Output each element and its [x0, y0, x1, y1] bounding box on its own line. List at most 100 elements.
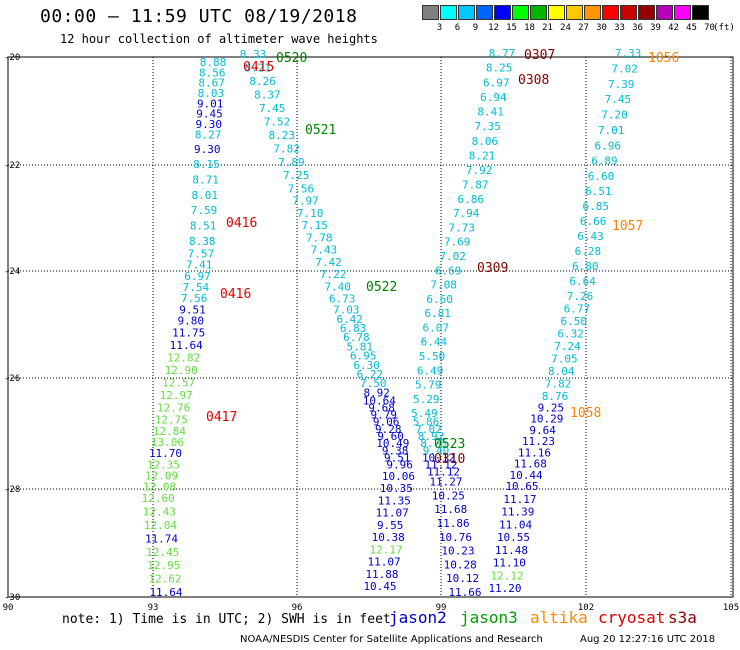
swh-reading: 10.35: [380, 482, 413, 495]
swh-reading: 11.68: [514, 458, 547, 471]
swh-reading: 7.52: [264, 115, 291, 128]
swh-reading: 7.24: [554, 340, 581, 353]
swh-reading: 7.01: [598, 124, 625, 137]
swh-reading: 11.16: [518, 446, 551, 459]
swh-reading: 7.78: [306, 231, 333, 244]
swh-reading: 8.04: [548, 365, 575, 378]
swh-reading: 6.50: [561, 315, 588, 328]
swh-reading: 7.26: [567, 290, 594, 303]
swh-reading: 9.38: [382, 444, 409, 457]
legend-swatch: [494, 5, 511, 20]
swh-reading: 11.07: [368, 556, 401, 569]
swh-reading: 6.97: [483, 76, 510, 89]
satellite-legend-item: jason3: [460, 608, 518, 627]
swh-reading: 7.56: [288, 182, 315, 195]
swh-reading: 8.03: [198, 87, 225, 100]
swh-reading: 7.10: [297, 207, 324, 220]
plot-frame: [7, 56, 734, 598]
swh-reading: 8.56: [199, 66, 226, 79]
legend-swatch: [422, 5, 439, 20]
swh-reading: 10.12: [422, 451, 455, 464]
swh-reading: 8.33: [240, 48, 267, 61]
swh-reading: 6.28: [575, 245, 602, 258]
time-label: 0309: [477, 261, 508, 276]
swh-reading: 12.45: [146, 546, 179, 559]
swh-reading: 9.01: [197, 97, 224, 110]
swh-reading: 10.49: [376, 437, 409, 450]
legend-swatch: [548, 5, 565, 20]
swh-reading: 12.75: [155, 414, 188, 427]
lon-tick-label: 99: [436, 603, 447, 613]
swh-reading: 7.97: [292, 195, 319, 208]
swh-reading: 12.84: [153, 425, 186, 438]
footer-timestamp: Aug 20 12:27:16 UTC 2018: [580, 634, 716, 645]
swh-reading: 9.80: [178, 314, 205, 327]
swh-reading: 9.51: [179, 303, 206, 316]
swh-reading: 11.12: [427, 466, 460, 479]
swh-reading: 12.60: [142, 492, 175, 505]
swh-reading: 12.35: [147, 458, 180, 471]
swh-reading: 8.77: [489, 47, 516, 60]
swh-reading: 7.40: [324, 280, 351, 293]
swh-reading: 7.02: [415, 423, 442, 436]
time-label: 0417: [206, 410, 237, 425]
swh-reading: 8.38: [189, 235, 216, 248]
legend-label: 15: [506, 23, 517, 33]
swh-reading: 11.23: [522, 435, 555, 448]
legend-label: 12: [488, 23, 499, 33]
lon-tick-label: 105: [723, 603, 739, 613]
swh-reading: 11.66: [448, 586, 481, 599]
swh-reading: 8.76: [542, 390, 569, 403]
swh-reading: 8.51: [190, 220, 217, 233]
swh-reading: 7.56: [181, 292, 208, 305]
legend-swatch: [530, 5, 547, 20]
swh-reading: 11.48: [495, 544, 528, 557]
swh-reading: 8.06: [472, 135, 499, 148]
swh-reading: 8.23: [269, 129, 296, 142]
swh-reading: 11.70: [149, 447, 182, 460]
lon-tick-label: 96: [292, 603, 303, 613]
swh-reading: 6.80: [572, 260, 599, 273]
swh-reading: 11.27: [429, 476, 462, 489]
swh-reading: 8.21: [469, 150, 496, 163]
time-label: 0521: [305, 123, 336, 138]
swh-reading: 5.81: [347, 340, 374, 353]
swh-reading: 12.62: [148, 573, 181, 586]
swh-reading: 12.09: [145, 470, 178, 483]
swh-reading: 8.71: [192, 174, 219, 187]
swh-reading: 7.43: [311, 244, 338, 257]
swh-reading: 6.30: [353, 359, 380, 372]
swh-reading: 6.95: [350, 350, 377, 363]
swh-reading: 7.42: [315, 256, 342, 269]
swh-reading: 8.15: [193, 158, 220, 171]
swh-reading: 9.96: [386, 459, 413, 472]
swh-reading: 6.51: [585, 185, 612, 198]
satellite-legend-item: jason2: [389, 608, 447, 627]
swh-reading: 6.44: [421, 336, 448, 349]
lat-tick-label: -24: [4, 267, 20, 277]
lon-tick-label: 102: [578, 603, 594, 613]
swh-reading: 7.02: [611, 62, 638, 75]
swh-reading: 10.38: [372, 531, 405, 544]
map-subtitle: 12 hour collection of altimeter wave hei…: [60, 32, 378, 46]
swh-reading: 9.68: [368, 401, 395, 414]
swh-reading: 6.07: [423, 321, 450, 334]
legend-label: 42: [668, 23, 679, 33]
swh-reading: 6.66: [580, 215, 607, 228]
swh-reading: 13.06: [151, 436, 184, 449]
swh-reading: 6.69: [435, 264, 462, 277]
swh-reading: 10.65: [505, 480, 538, 493]
swh-reading: 6.77: [564, 303, 591, 316]
swh-reading: 10.28: [444, 558, 477, 571]
footnote: note: 1) Time is in UTC; 2) SWH is in fe…: [62, 612, 391, 627]
swh-reading: 11.12: [424, 459, 457, 472]
swh-reading: 8.41: [477, 106, 504, 119]
swh-reading: 11.35: [378, 494, 411, 507]
swh-reading: 9.06: [373, 416, 400, 429]
legend-label: 24: [560, 23, 571, 33]
swh-reading: 7.92: [466, 164, 493, 177]
legend-label: 27: [578, 23, 589, 33]
swh-reading: 7.59: [191, 204, 218, 217]
lat-tick-label: -28: [4, 485, 20, 495]
swh-reading: 11.74: [145, 532, 178, 545]
